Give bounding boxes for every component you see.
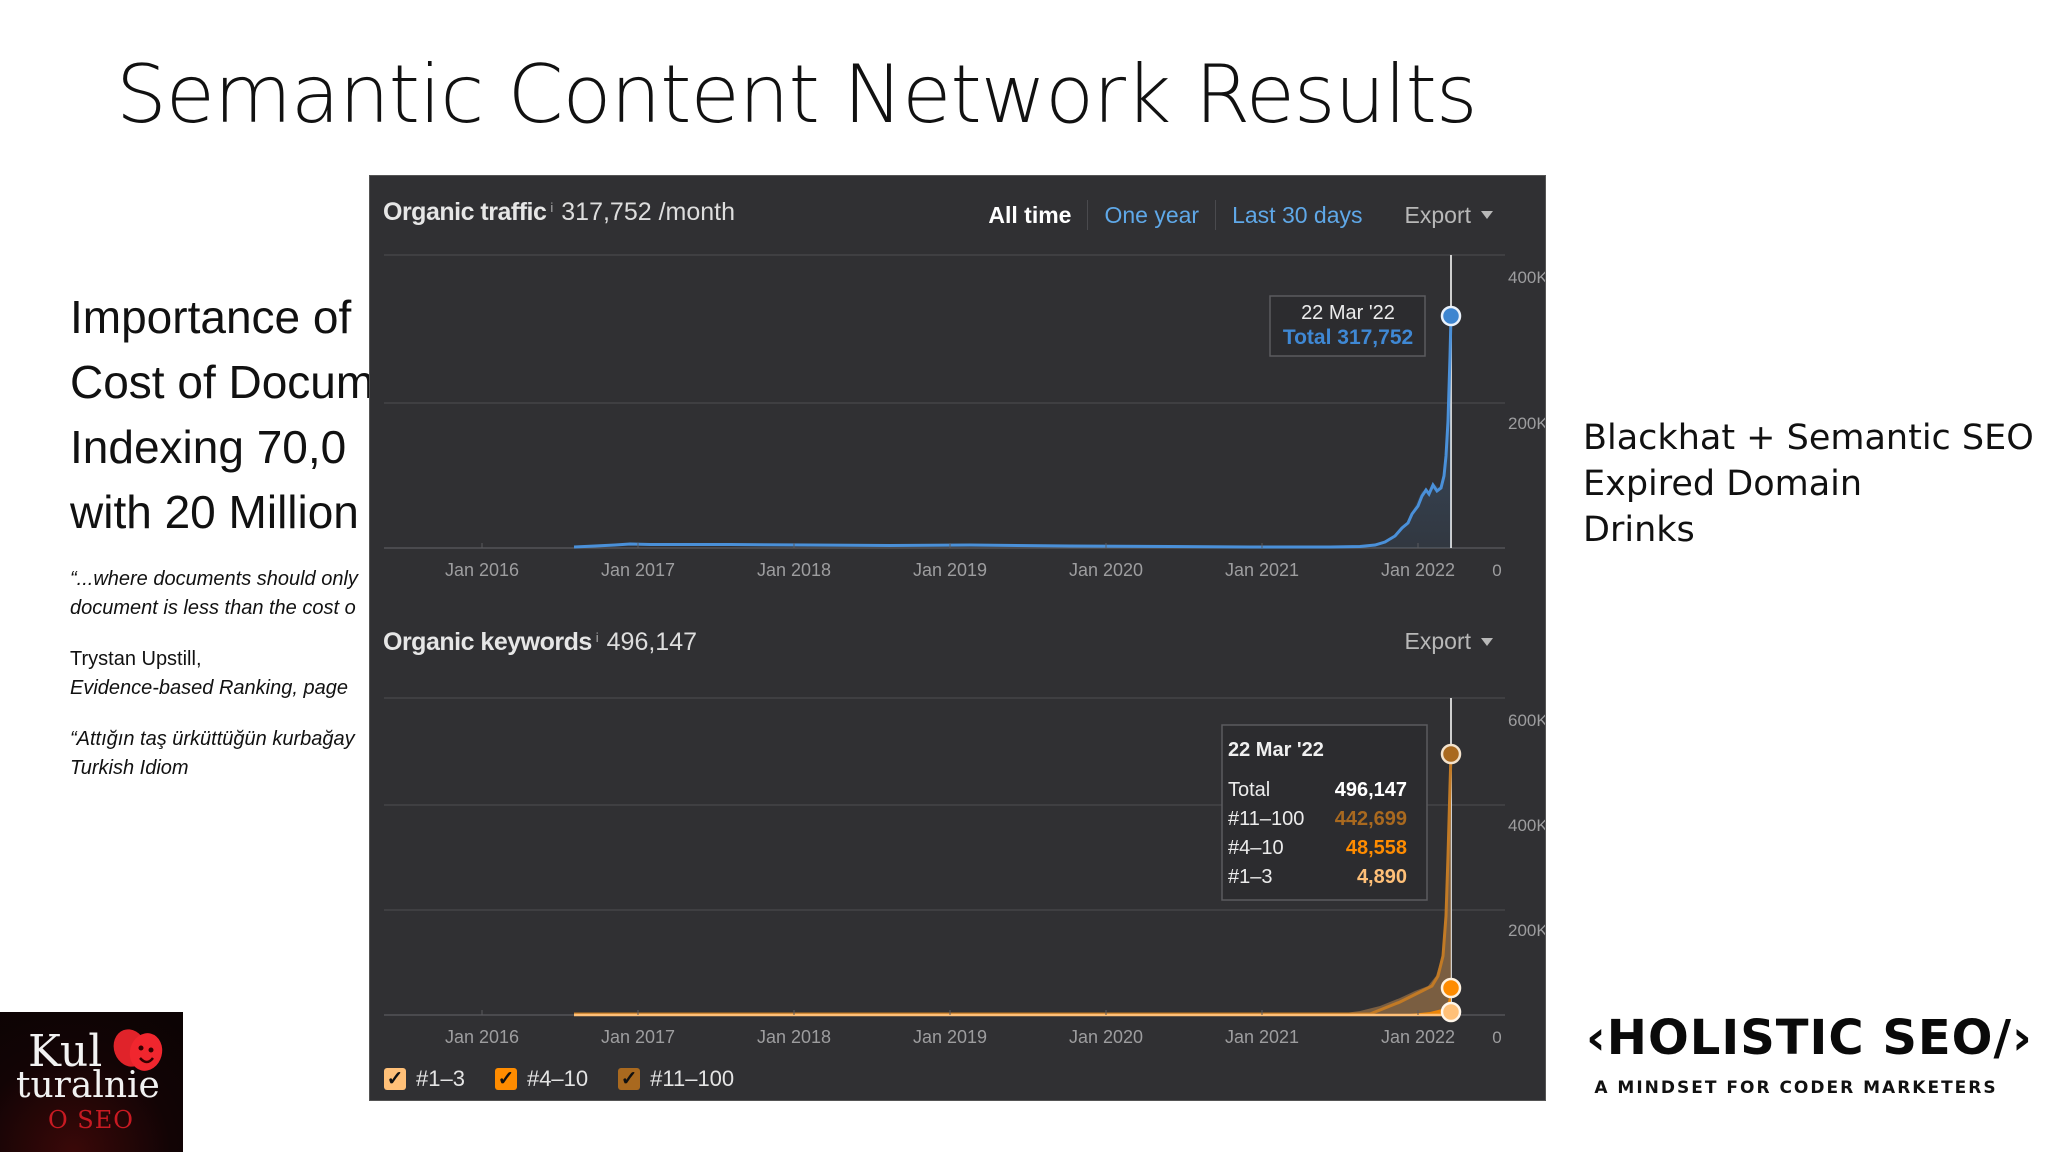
- heading-line: Importance of: [70, 291, 352, 343]
- traffic-x-label: Jan 2022: [1381, 560, 1455, 580]
- logo-text: turalnie: [16, 1065, 160, 1106]
- quote-source: Evidence-based Ranking, page: [70, 677, 348, 699]
- checkbox-checked-icon[interactable]: ✓: [384, 1068, 406, 1090]
- kulturalnie-o-seo-logo: Kul turalnie O SEO: [0, 1012, 183, 1152]
- tooltip-row-label: #1–3: [1228, 866, 1273, 888]
- left-quote-block: “...where documents should only document…: [70, 565, 370, 783]
- tooltip-row-label: #11–100: [1228, 808, 1304, 830]
- legend-label: #1–3: [416, 1066, 465, 1091]
- idiom-line: “Attığın taş ürküttüğün kurbağay: [70, 728, 355, 750]
- background-slide-text: Importance of Cost of Docum Indexing 70,…: [70, 285, 370, 783]
- range-all-time[interactable]: All time: [988, 201, 1072, 228]
- keywords-header: Organic keywords i 496,147: [383, 628, 697, 657]
- tooltip-row-value: 496,147: [1335, 779, 1407, 801]
- info-icon[interactable]: i: [550, 200, 554, 215]
- keywords-tooltip-date: 22 Mar '22: [1228, 739, 1324, 761]
- traffic-line: [573, 315, 1453, 549]
- tooltip-row-value: 442,699: [1335, 808, 1407, 830]
- keywords-x-label: Jan 2017: [601, 1027, 675, 1047]
- right-notes: Blackhat + Semantic SEO Expired Domain D…: [1583, 415, 2034, 553]
- keywords-title: Organic keywords: [383, 628, 592, 656]
- keywords-y-label: 600K: [1508, 711, 1545, 730]
- checkbox-checked-icon[interactable]: ✓: [494, 1068, 517, 1090]
- idiom-label: Turkish Idiom: [70, 757, 189, 779]
- quote-author: Trystan Upstill,: [70, 648, 202, 670]
- traffic-header: Organic traffic i 317,752 /month: [383, 198, 735, 227]
- traffic-x-label: Jan 2020: [1069, 560, 1143, 580]
- quote-line: “...where documents should only: [70, 568, 358, 590]
- traffic-x-label: Jan 2017: [601, 560, 675, 580]
- traffic-value: 317,752 /month: [561, 198, 736, 226]
- range-one-year[interactable]: One year: [1104, 201, 1200, 228]
- logo-wordmark: ‹HOLISTIC SEO/›: [1586, 1010, 2033, 1066]
- charts-canvas: 22 Mar '22 Total 317,752 400K 200K 0 Jan…: [384, 254, 1545, 1047]
- legend-item-11-100[interactable]: ✓ #11–100: [618, 1066, 734, 1092]
- keywords-x-label: Jan 2019: [913, 1027, 987, 1047]
- traffic-export-button[interactable]: Export: [1379, 202, 1493, 229]
- note-line: Expired Domain: [1583, 464, 1863, 504]
- keywords-value: 496,147: [606, 628, 698, 656]
- legend-item-1-3[interactable]: ✓ #1–3: [384, 1066, 465, 1092]
- keywords-x-label: Jan 2016: [445, 1027, 519, 1047]
- traffic-tooltip-date: 22 Mar '22: [1301, 302, 1395, 324]
- checkbox-checked-icon[interactable]: ✓: [618, 1068, 641, 1090]
- holistic-seo-logo: ‹HOLISTIC SEO/› A MINDSET FOR CODER MARK…: [1586, 1010, 2033, 1098]
- traffic-y-label: 400K: [1508, 268, 1545, 287]
- tooltip-row-label: Total: [1228, 779, 1270, 801]
- dropdown-arrow-icon: [1481, 211, 1493, 219]
- keywords-tooltip-box: [1221, 724, 1428, 901]
- tooltip-row-value: 48,558: [1346, 837, 1407, 859]
- heading-line: Indexing 70,0: [70, 421, 347, 473]
- logo-text: O SEO: [48, 1106, 134, 1134]
- quote-line: document is less than the cost o: [70, 597, 356, 619]
- range-selector: All time One year Last 30 days Export: [972, 200, 1493, 230]
- export-label: Export: [1404, 201, 1471, 228]
- keywords-marker-1-3: [1440, 1001, 1462, 1023]
- traffic-point-marker: [1440, 305, 1462, 327]
- keywords-marker-4-10: [1440, 977, 1462, 999]
- keywords-legend: ✓ #1–3 ✓ #4–10 ✓ #11–100: [384, 1066, 734, 1092]
- logo-tagline: A MINDSET FOR CODER MARKETERS: [1594, 1078, 1998, 1098]
- traffic-y-label: 0: [1492, 561, 1501, 580]
- range-last-30-days[interactable]: Last 30 days: [1232, 201, 1363, 228]
- keywords-export-button[interactable]: Export: [1379, 628, 1493, 655]
- traffic-x-label: Jan 2016: [445, 560, 519, 580]
- heading-line: Cost of Docum: [70, 356, 370, 408]
- keywords-line-11-100: [574, 753, 1453, 1016]
- traffic-x-label: Jan 2018: [757, 560, 831, 580]
- theater-masks-icon: [113, 1029, 163, 1071]
- keywords-x-label: Jan 2022: [1381, 1027, 1455, 1047]
- keywords-y-label: 0: [1492, 1028, 1501, 1047]
- traffic-x-label: Jan 2019: [913, 560, 987, 580]
- tooltip-row-label: #4–10: [1228, 837, 1284, 859]
- note-line: Blackhat + Semantic SEO: [1583, 418, 2034, 458]
- traffic-tooltip-total: Total 317,752: [1283, 326, 1413, 349]
- note-line: Drinks: [1583, 510, 1695, 550]
- logo-text: Kul: [28, 1026, 103, 1077]
- traffic-x-label: Jan 2021: [1225, 560, 1299, 580]
- info-icon[interactable]: i: [595, 630, 599, 645]
- dropdown-arrow-icon: [1481, 637, 1493, 646]
- ahrefs-panel: 22 Mar '22 Total 317,752 400K 200K 0 Jan…: [370, 176, 1545, 1100]
- keywords-x-label: Jan 2021: [1225, 1027, 1299, 1047]
- legend-item-4-10[interactable]: ✓ #4–10: [494, 1066, 589, 1092]
- keywords-y-label: 200K: [1508, 921, 1545, 940]
- left-heading: Importance of Cost of Docum Indexing 70,…: [70, 285, 370, 545]
- traffic-tooltip-box: [1269, 295, 1426, 357]
- keywords-x-label: Jan 2020: [1069, 1027, 1143, 1047]
- slide-title: Semantic Content Network Results: [116, 48, 1478, 141]
- export-label: Export: [1404, 628, 1471, 654]
- keywords-y-label: 400K: [1508, 816, 1545, 835]
- keywords-marker-11-100: [1440, 743, 1462, 765]
- legend-label: #4–10: [526, 1066, 589, 1091]
- heading-line: with 20 Million: [70, 486, 359, 538]
- legend-label: #11–100: [650, 1066, 735, 1091]
- keywords-x-label: Jan 2018: [757, 1027, 831, 1047]
- traffic-y-label: 200K: [1508, 414, 1545, 433]
- keywords-area-11-100: [1330, 754, 1451, 1015]
- traffic-title: Organic traffic: [383, 198, 547, 226]
- tooltip-row-value: 4,890: [1357, 866, 1407, 888]
